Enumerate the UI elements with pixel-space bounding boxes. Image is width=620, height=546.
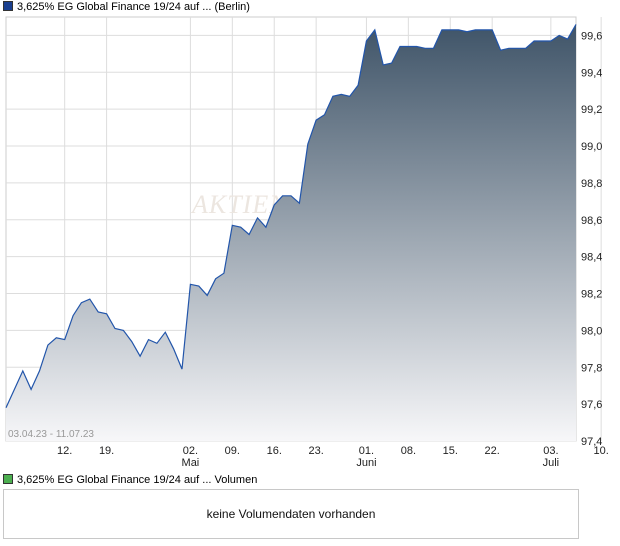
y-tick-label: 97,4 — [581, 436, 602, 448]
price-legend-label: 3,625% EG Global Finance 19/24 auf ... (… — [17, 1, 250, 13]
date-range: 03.04.23 - 11.07.23 — [8, 429, 94, 440]
y-tick-label: 98,4 — [581, 252, 602, 264]
x-tick-month-label: Juni — [356, 457, 376, 469]
x-tick-label: 23. — [308, 445, 323, 457]
y-tick-label: 98,8 — [581, 178, 602, 190]
x-tick-label: 09. — [225, 445, 240, 457]
x-tick-label: 15. — [443, 445, 458, 457]
y-tick-label: 98,6 — [581, 215, 602, 227]
volume-legend-swatch — [3, 474, 13, 484]
volume-legend: 3,625% EG Global Finance 19/24 auf ... V… — [3, 474, 257, 488]
price-legend: 3,625% EG Global Finance 19/24 auf ... (… — [3, 1, 250, 15]
x-tick-label: 19. — [99, 445, 114, 457]
y-tick-label: 99,4 — [581, 67, 602, 79]
price-area — [6, 24, 576, 442]
volume-panel: keine Volumendaten vorhanden — [3, 489, 579, 539]
y-tick-label: 99,2 — [581, 104, 602, 116]
x-tick-label: 10. — [593, 445, 608, 457]
y-tick-label: 99,6 — [581, 30, 602, 42]
x-tick-label: 03. — [543, 445, 558, 457]
y-tick-label: 98,2 — [581, 289, 602, 301]
x-tick-label: 08. — [401, 445, 416, 457]
price-legend-swatch — [3, 1, 13, 11]
y-tick-label: 97,8 — [581, 362, 602, 374]
x-tick-month-label: Juli — [543, 457, 560, 469]
x-tick-label: 02. — [183, 445, 198, 457]
y-tick-label: 98,0 — [581, 325, 602, 337]
price-line — [5, 24, 577, 409]
price-chart: AKTIEN 03.04.23 - 11.07.23 97,497,697,89… — [5, 16, 609, 469]
x-tick-label: 01. — [359, 445, 374, 457]
volume-empty-message: keine Volumendaten vorhanden — [206, 507, 376, 521]
x-tick-label: 16. — [267, 445, 282, 457]
x-tick-label: 22. — [485, 445, 500, 457]
x-tick-month-label: Mai — [182, 457, 200, 469]
x-tick-label: 12. — [57, 445, 72, 457]
x-axis-ticks: 12. 19. 02.Mai 09. 16. 23. 01.Juni 08. 15. 22. 03.… — [57, 445, 609, 469]
y-axis-ticks: 97,4 97,6 97,8 98,0 98,2 98,4 98,6 98,8 99,0 99,2… — [581, 30, 602, 448]
volume-legend-label: 3,625% EG Global Finance 19/24 auf ... V… — [17, 474, 258, 486]
y-tick-label: 97,6 — [581, 399, 602, 411]
y-tick-label: 99,0 — [581, 141, 602, 153]
